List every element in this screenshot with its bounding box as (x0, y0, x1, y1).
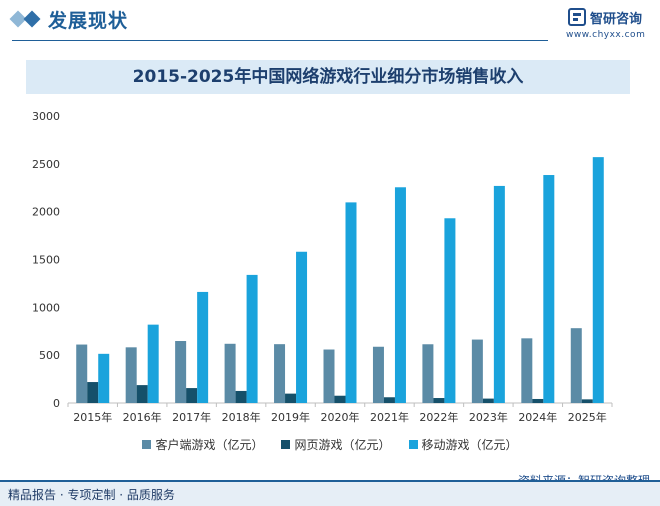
bar-web (186, 388, 198, 403)
bar-mobile (592, 157, 604, 403)
bar-client (570, 328, 582, 403)
section-title: 发展现状 (48, 10, 129, 32)
report-header: 发展现状 智研咨询 www.chyxx.com (0, 0, 660, 44)
footer-divider (0, 480, 660, 482)
legend-label: 网页游戏（亿元） (294, 438, 391, 452)
bar-mobile (296, 251, 308, 403)
legend-item: 网页游戏（亿元） (281, 436, 391, 453)
bar-client (175, 341, 187, 403)
bar-mobile (543, 175, 555, 403)
legend-swatch (281, 440, 291, 449)
x-tick-label: 2018年 (222, 410, 261, 424)
bar-chart: 0 500 1000 1500 2000 2500 3000 2015年 2016年 2017年 2… (32, 110, 613, 424)
bar-mobile (147, 324, 159, 403)
bar-mobile (197, 291, 209, 403)
bar-web (235, 390, 247, 403)
bar-client (76, 344, 88, 403)
bar-web (482, 398, 494, 403)
x-tick-label: 2015年 (73, 410, 112, 424)
y-tick-label: 2500 (32, 158, 60, 171)
chart-title: 2015-2025年中国网络游戏行业细分市场销售收入 (132, 67, 524, 87)
bar-web (581, 399, 593, 403)
footer-slogan: 精品报告 · 专项定制 · 品质服务 (8, 488, 175, 502)
bar-client (422, 344, 434, 403)
legend-swatch (142, 440, 152, 449)
legend-item: 移动游戏（亿元） (408, 436, 518, 453)
brand-name: 智研咨询 (590, 12, 643, 27)
brand-logo-icon (568, 8, 586, 26)
x-tick-label: 2021年 (370, 410, 409, 424)
bar-mobile (493, 185, 505, 403)
bar-client (471, 339, 483, 403)
bar-client (125, 347, 137, 403)
legend-label: 移动游戏（亿元） (421, 438, 518, 452)
bar-client (323, 349, 335, 403)
bar-web (334, 395, 346, 403)
y-tick-label: 1000 (32, 301, 60, 314)
footer-bar: 精品报告 · 专项定制 · 品质服务 (0, 480, 660, 506)
bar-client (372, 346, 384, 403)
x-tick-label: 2023年 (469, 410, 508, 424)
chart-title-band: 2015-2025年中国网络游戏行业细分市场销售收入 (26, 60, 630, 94)
bar-mobile (394, 187, 406, 403)
chart-legend: 客户端游戏（亿元） 网页游戏（亿元） 移动游戏（亿元） (0, 436, 660, 453)
x-tick-label: 2022年 (419, 410, 458, 424)
x-tick-label: 2024年 (518, 410, 557, 424)
bar-mobile (246, 274, 258, 403)
x-tick-label: 2020年 (321, 410, 360, 424)
bar-client (274, 344, 286, 403)
y-tick-label: 2000 (32, 206, 60, 219)
legend-item: 客户端游戏（亿元） (142, 436, 263, 453)
bar-mobile (98, 353, 110, 403)
bar-web (136, 385, 148, 403)
bar-web (87, 382, 99, 403)
brand-url: www.chyxx.com (566, 30, 646, 40)
bar-client (521, 338, 533, 403)
bar-mobile (345, 202, 357, 403)
y-tick-label: 3000 (32, 110, 60, 123)
bar-web (383, 397, 395, 403)
x-tick-label: 2025年 (568, 410, 607, 424)
x-tick-label: 2017年 (172, 410, 211, 424)
legend-label: 客户端游戏（亿元） (155, 438, 264, 452)
bar-client (224, 343, 236, 403)
bar-web (532, 398, 544, 403)
bar-web (433, 398, 445, 403)
y-tick-label: 1500 (32, 254, 60, 267)
bar-web (285, 393, 297, 403)
x-tick-label: 2019年 (271, 410, 310, 424)
header-divider (12, 40, 548, 41)
legend-swatch (408, 440, 418, 449)
y-tick-label: 500 (39, 349, 60, 362)
y-tick-label: 0 (53, 397, 60, 410)
x-tick-label: 2016年 (123, 410, 162, 424)
bar-mobile (444, 218, 456, 403)
